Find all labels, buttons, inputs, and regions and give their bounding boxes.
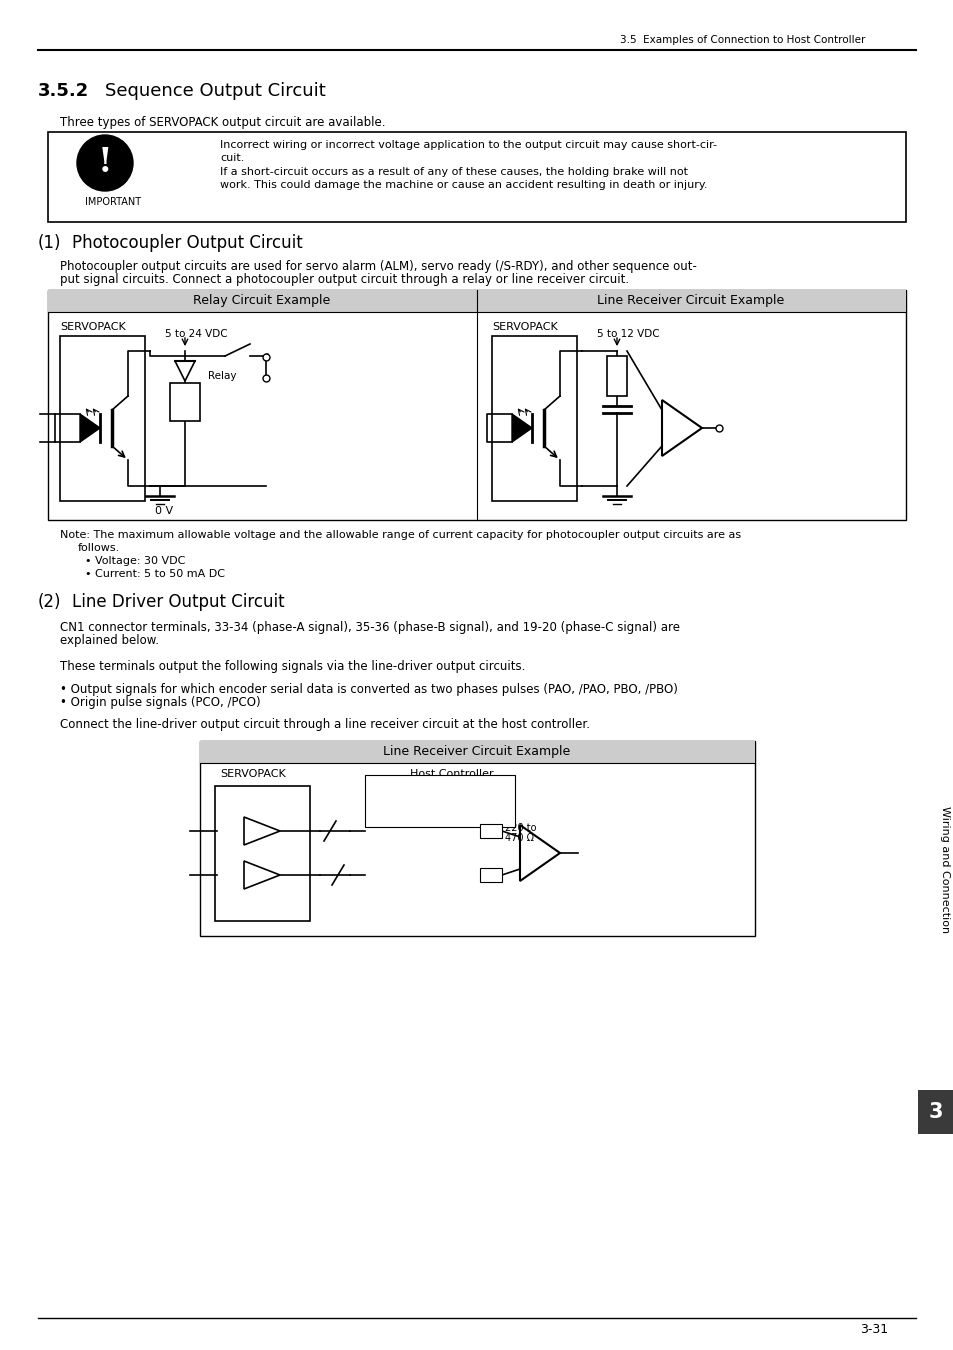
Text: Connect the line-driver output circuit through a line receiver circuit at the ho: Connect the line-driver output circuit t… [60, 718, 589, 730]
Bar [48, 132, 905, 221]
Text: 470 Ω: 470 Ω [504, 833, 534, 842]
Text: Line Receiver Circuit Example: Line Receiver Circuit Example [383, 745, 570, 757]
Text: Line Receiver Circuit Example: Line Receiver Circuit Example [597, 294, 783, 306]
Text: Three types of SERVOPACK output circuit are available.: Three types of SERVOPACK output circuit … [60, 116, 385, 130]
Text: Sequence Output Circuit: Sequence Output Circuit [105, 82, 325, 100]
Text: SERVOPACK: SERVOPACK [60, 323, 126, 332]
Bar [200, 741, 754, 936]
Bar [479, 824, 501, 838]
Bar [917, 1089, 953, 1134]
Text: • Current: 5 to 50 mA DC: • Current: 5 to 50 mA DC [85, 568, 225, 579]
Bar [479, 868, 501, 882]
Text: Photocoupler output circuits are used for servo alarm (ALM), servo ready (/S-RDY: Photocoupler output circuits are used fo… [60, 261, 696, 273]
Text: • Voltage: 30 VDC: • Voltage: 30 VDC [85, 556, 185, 566]
Bar [365, 775, 515, 828]
Polygon shape [80, 414, 100, 441]
Bar [60, 336, 145, 501]
Text: Wiring and Connection: Wiring and Connection [939, 806, 949, 934]
Text: Relay: Relay [208, 371, 236, 381]
Text: (2): (2) [38, 593, 61, 612]
Text: work. This could damage the machine or cause an accident resulting in death or i: work. This could damage the machine or c… [220, 180, 707, 190]
Text: cuit.: cuit. [220, 153, 244, 163]
Text: These terminals output the following signals via the line-driver output circuits: These terminals output the following sig… [60, 660, 525, 674]
Text: equivalent: equivalent [369, 805, 424, 815]
Text: Host Controller: Host Controller [410, 769, 493, 779]
Bar [606, 356, 626, 396]
Text: Applicable line receiver:: Applicable line receiver: [369, 779, 495, 788]
Text: If a short-circuit occurs as a result of any of these causes, the holding brake : If a short-circuit occurs as a result of… [220, 167, 687, 177]
Text: 5 to 12 VDC: 5 to 12 VDC [597, 329, 659, 339]
Text: 3.5.2: 3.5.2 [38, 82, 90, 100]
Text: 220 to: 220 to [504, 824, 536, 833]
Text: • Output signals for which encoder serial data is converted as two phases pulses: • Output signals for which encoder seria… [60, 683, 678, 697]
Text: put signal circuits. Connect a photocoupler output circuit through a relay or li: put signal circuits. Connect a photocoup… [60, 273, 628, 286]
Bar [492, 336, 577, 501]
Text: CN1 connector terminals, 33-34 (phase-A signal), 35-36 (phase-B signal), and 19-: CN1 connector terminals, 33-34 (phase-A … [60, 621, 679, 634]
Text: 3-31: 3-31 [859, 1323, 887, 1336]
Text: Incorrect wiring or incorrect voltage application to the output circuit may caus: Incorrect wiring or incorrect voltage ap… [220, 140, 717, 150]
Text: !: ! [97, 147, 112, 180]
Text: • Origin pulse signals (PCO, /PCO): • Origin pulse signals (PCO, /PCO) [60, 697, 260, 709]
Text: Line Driver Output Circuit: Line Driver Output Circuit [71, 593, 284, 612]
Bar [170, 383, 200, 421]
Text: o: o [265, 352, 269, 358]
Bar [48, 290, 476, 312]
Bar [476, 290, 905, 312]
Bar [214, 786, 310, 921]
Text: 3.5  Examples of Connection to Host Controller: 3.5 Examples of Connection to Host Contr… [619, 35, 864, 45]
Text: (1): (1) [38, 234, 61, 252]
Text: Note: The maximum allowable voltage and the allowable range of current capacity : Note: The maximum allowable voltage and … [60, 531, 740, 540]
Text: IMPORTANT: IMPORTANT [85, 197, 141, 207]
Text: o: o [265, 374, 269, 379]
Text: Photocoupler Output Circuit: Photocoupler Output Circuit [71, 234, 302, 252]
Polygon shape [512, 414, 532, 441]
Text: 0 V: 0 V [154, 506, 172, 516]
Text: SN75ALS175 or the: SN75ALS175 or the [369, 792, 470, 802]
Text: 3: 3 [928, 1102, 943, 1122]
Bar [48, 290, 905, 520]
Circle shape [77, 135, 132, 190]
Text: follows.: follows. [78, 543, 120, 554]
Text: explained below.: explained below. [60, 634, 159, 647]
Bar [200, 741, 754, 763]
Text: SERVOPACK: SERVOPACK [492, 323, 558, 332]
Text: 5 to 24 VDC: 5 to 24 VDC [165, 329, 228, 339]
Text: SERVOPACK: SERVOPACK [220, 769, 286, 779]
Text: Relay Circuit Example: Relay Circuit Example [193, 294, 331, 306]
